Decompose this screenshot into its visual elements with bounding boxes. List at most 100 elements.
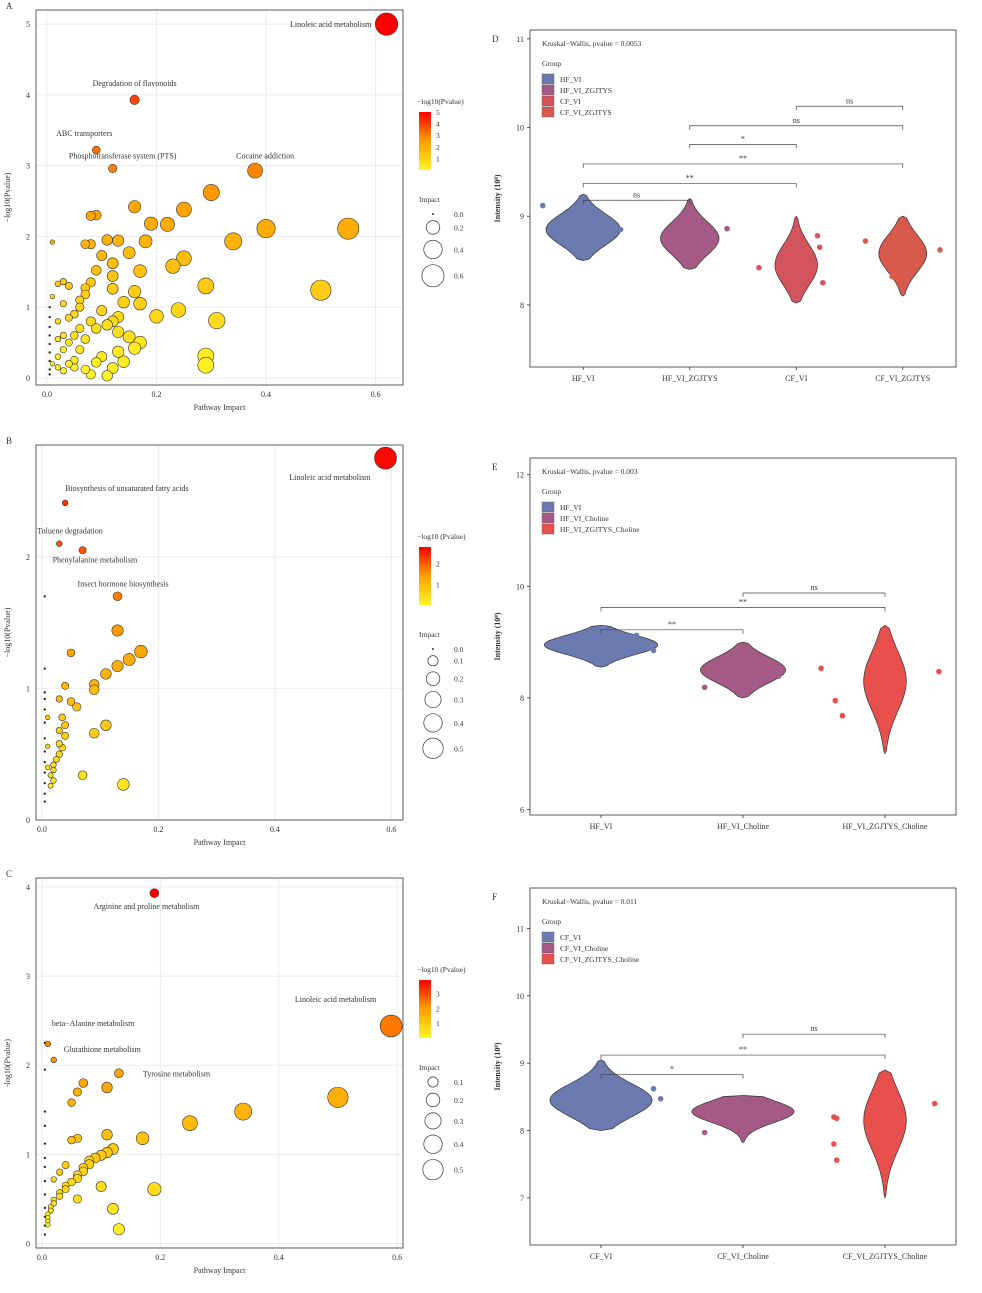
kruskal-wallis-subtitle: Kruskal−Wallis, pvalue = 0.0053: [542, 39, 642, 48]
pathway-bubble: [77, 770, 88, 781]
y-tick-label: 2: [26, 553, 30, 562]
gridlines: [36, 445, 403, 821]
size-legend-label: 0.0: [454, 645, 464, 654]
y-tick-label: 10: [516, 582, 524, 591]
pathway-bubble: [64, 338, 73, 347]
violin-shape: [774, 215, 818, 304]
x-tick-label: 0.6: [371, 390, 381, 399]
data-point: [539, 202, 546, 209]
color-legend-label: 3: [436, 989, 440, 998]
violin-shape: [545, 193, 621, 261]
pathway-bubble: [112, 345, 125, 358]
pathway-annotation: Glutathione metabolism: [64, 1045, 142, 1054]
panel-label: E: [492, 462, 498, 472]
pathway-bubble: [45, 1222, 51, 1228]
violin-shape: [863, 624, 907, 755]
panel-label: D: [492, 34, 499, 44]
size-legend-label: 0.1: [454, 657, 464, 666]
panel-label: A: [6, 1, 13, 11]
pathway-bubble: [89, 684, 100, 695]
pathway-annotation: Linoleic acid metabolism: [295, 995, 377, 1004]
x-axis-label: Pathway Impact: [194, 838, 247, 847]
y-tick-label: 2: [26, 232, 30, 241]
color-legend-label: 4: [436, 120, 440, 129]
violin-chart-svg: F 7 8 9 10 11 Intensity (10⁸) CF_VI CF_VI_Cholin…: [492, 887, 957, 1261]
pathway-bubble: [147, 1182, 162, 1197]
legend-label: CF_VI_ZGJTYS_Choline: [560, 955, 640, 964]
size-legend-label: 0.2: [454, 675, 464, 684]
color-legend-bar: [419, 980, 431, 1038]
pathway-bubble: [43, 1224, 47, 1227]
data-point: [657, 1096, 664, 1102]
pathway-bubble: [43, 1142, 47, 1145]
pathway-bubble: [56, 1192, 64, 1200]
pathway-bubble: [327, 1086, 349, 1108]
size-legend-label: 0.5: [454, 1166, 464, 1175]
pathway-bubble: [43, 1124, 47, 1128]
pathway-bubble: [138, 234, 153, 249]
size-legend-circle: [422, 737, 444, 759]
pathway-bubble: [59, 278, 67, 286]
size-legend-label: 0.4: [454, 719, 464, 728]
pathway-bubble: [70, 331, 79, 340]
pathway-bubble: [50, 1176, 57, 1183]
pathway-bubble: [48, 325, 51, 329]
data-point: [724, 225, 730, 232]
bubble-chart-svg: A 0.0 0.2 0.4 0.6 0 1 2 3 4 5 Pathway Impact −log10(…: [3, 1, 464, 412]
significance-label: **: [739, 154, 747, 163]
pathway-bubble: [59, 367, 67, 375]
pathway-bubble: [54, 364, 62, 371]
data-point: [818, 665, 824, 672]
pathway-bubble: [91, 265, 102, 276]
violin-shape: [863, 1069, 907, 1199]
y-tick-label: 4: [26, 91, 30, 100]
pathway-bubble: [197, 356, 215, 374]
pathway-bubble: [101, 234, 113, 246]
pathway-bubble: [117, 778, 130, 791]
pathway-bubble: [182, 1115, 198, 1131]
pathway-bubble: [43, 1110, 47, 1113]
pathway-bubble: [43, 1215, 47, 1218]
pathway-bubble: [48, 359, 51, 363]
pathway-bubble: [48, 334, 51, 337]
pathway-bubble: [106, 362, 119, 374]
legend-label: HF_VI_ZGJTYS: [560, 86, 612, 95]
pathway-bubble: [122, 246, 136, 260]
significance-label: **: [668, 620, 676, 629]
pathway-bubble: [43, 800, 46, 803]
pathway-bubble: [54, 318, 62, 325]
panel-d-violin-plot: D 8 9 10 11 Intensity (10⁸) HF_VI HF_VI_ZGJTYS C…: [478, 22, 982, 402]
pathway-annotation: Phenylalanine metabolism: [53, 555, 138, 564]
pathway-bubble-highlight: [374, 446, 397, 470]
pathway-bubble: [48, 305, 51, 309]
pathway-bubble: [67, 1098, 76, 1107]
pathway-bubble: [101, 1129, 113, 1141]
pathway-bubble: [72, 702, 82, 712]
x-tick-label: 0.2: [153, 825, 163, 834]
pathway-bubble: [100, 719, 112, 731]
data-point: [832, 697, 839, 704]
legend-label: HF_VI: [560, 75, 582, 84]
data-point: [833, 1115, 840, 1122]
pathway-bubble: [64, 313, 73, 322]
legend-label: CF_VI: [560, 933, 581, 942]
y-tick-label: 1: [26, 684, 30, 693]
pathway-bubble: [50, 777, 57, 784]
significance-label: ns: [810, 583, 817, 592]
panel-label: B: [6, 436, 12, 446]
size-legend-label: 0.4: [454, 1140, 464, 1149]
pathway-bubble-highlight: [149, 888, 160, 898]
pathway-bubble: [101, 319, 113, 331]
legend-label: CF_VI: [560, 97, 581, 106]
plot-frame: [35, 444, 404, 821]
legend-label: HF_VI_ZGJTYS_Choline: [560, 525, 640, 534]
pathway-bubble: [43, 771, 46, 774]
legend-swatch: [541, 106, 555, 118]
pathway-bubble: [80, 239, 91, 249]
plot-frame: [529, 29, 957, 368]
size-legend-label: 0.3: [454, 696, 464, 705]
y-tick-label: 5: [26, 20, 30, 29]
pathway-bubble: [67, 1135, 76, 1145]
pathway-bubble: [50, 761, 57, 768]
data-point: [701, 1129, 708, 1136]
